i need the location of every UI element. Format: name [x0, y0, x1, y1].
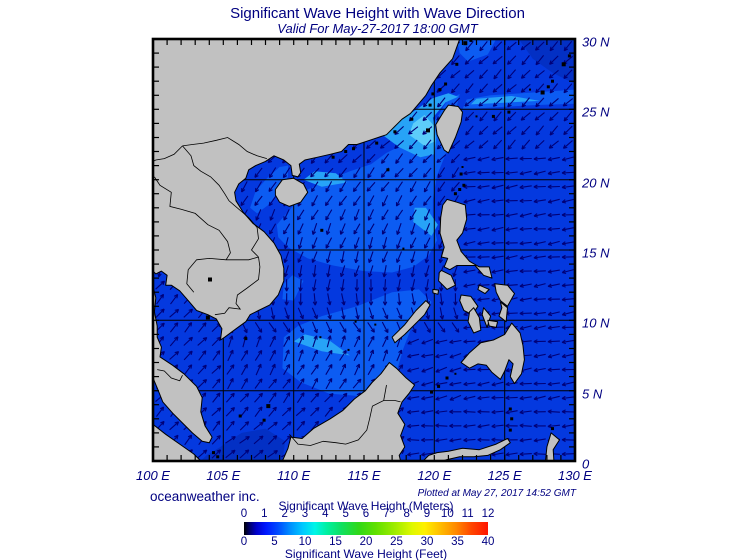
colorbar-tick-label: 12 — [481, 508, 495, 520]
credit-text: oceanweather inc. — [150, 489, 260, 504]
lon-label: 130 E — [558, 468, 592, 483]
colorbar-tick-label: 0 — [240, 508, 248, 520]
land-masses — [153, 39, 560, 461]
land-mindanao — [460, 322, 525, 385]
lon-label: 120 E — [417, 468, 452, 483]
figure-title: Significant Wave Height with Wave Direct… — [230, 5, 525, 22]
land-leyte — [498, 301, 508, 323]
colorbar-tick-label: 0 — [240, 536, 248, 548]
land-sulawesi — [422, 438, 511, 461]
lon-label: 115 E — [347, 468, 381, 483]
lat-label: 20 N — [582, 175, 610, 191]
land-mindoro — [438, 269, 456, 290]
land-hainan — [274, 177, 309, 207]
lon-label: 110 E — [277, 468, 311, 483]
lat-label: 15 N — [582, 245, 610, 261]
colorbar-title-meters: Significant Wave Height (Meters) — [278, 499, 454, 513]
lon-label: 105 E — [206, 468, 241, 483]
land-bohol — [487, 319, 499, 328]
map-layers — [153, 39, 575, 461]
land-luzon — [439, 198, 493, 279]
lat-label: 10 N — [582, 315, 610, 331]
lat-label: 5 N — [582, 386, 603, 402]
lon-label: 100 E — [136, 468, 170, 483]
land-sumatra — [153, 423, 202, 461]
colorbar-tick-label: 5 — [271, 536, 278, 548]
colorbar-tick-label: 9 — [423, 508, 431, 520]
land-halmahera — [545, 432, 560, 461]
colorbar-tick-label: 35 — [451, 536, 464, 548]
colorbar-tick-label: 25 — [390, 536, 403, 548]
lon-label: 125 E — [487, 468, 522, 483]
plotted-timestamp: Plotted at May 27, 2017 14:52 GMT — [417, 488, 576, 499]
colorbar-tick-label: 20 — [359, 536, 373, 548]
country-borders — [153, 137, 401, 446]
colorbar-tick-label: 10 — [298, 536, 312, 548]
colorbar-gradient — [244, 522, 488, 535]
colorbar-tick-label: 30 — [420, 536, 434, 548]
figure-subtitle: Valid For May-27-2017 18:00 GMT — [277, 21, 478, 36]
lat-label: 25 N — [582, 104, 610, 120]
land-calamian — [432, 288, 440, 295]
colorbar-tick-label: 6 — [362, 508, 370, 520]
colorbar-tick-label: 15 — [329, 536, 342, 548]
colorbar-tick-label: 7 — [383, 508, 390, 520]
land-samar — [494, 283, 515, 307]
land-taiwan — [435, 104, 463, 154]
colorbar-tick-label: 11 — [461, 508, 474, 520]
land-masbate — [477, 284, 490, 295]
lat-label: 30 N — [582, 34, 610, 50]
lat-label: 0 — [582, 456, 590, 472]
land-borneo — [281, 362, 416, 461]
colorbar-tick-label: 10 — [440, 508, 454, 520]
colorbar-tick-label: 1 — [261, 508, 268, 520]
colorbar-tick-label: 40 — [481, 536, 495, 548]
colorbar-tick-label: 3 — [301, 508, 309, 520]
colorbar-title-feet: Significant Wave Height (Feet) — [284, 547, 448, 560]
wave-height-map — [151, 37, 577, 463]
land-palawan — [391, 300, 431, 344]
land-negros — [467, 307, 482, 334]
map-frame — [151, 37, 577, 463]
colorbar-tick-label: 4 — [322, 508, 329, 520]
small-islands — [205, 39, 571, 459]
land-asia-mainland — [153, 39, 461, 341]
land-malay-peninsula — [153, 286, 213, 444]
colorbar-tick-label: 5 — [342, 508, 349, 520]
colorbar-tick-label: 8 — [403, 508, 410, 520]
colorbar-tick-label: 2 — [281, 508, 288, 520]
